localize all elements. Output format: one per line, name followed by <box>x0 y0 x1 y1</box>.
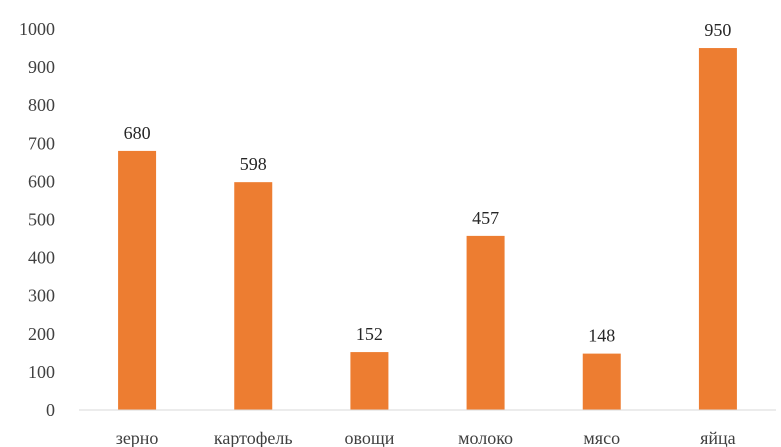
y-tick-label: 0 <box>46 400 55 420</box>
y-tick-label: 200 <box>28 324 55 344</box>
y-tick-label: 400 <box>28 248 55 268</box>
y-tick-label: 900 <box>28 57 55 77</box>
bar-1 <box>118 150 157 411</box>
data-label: 950 <box>704 20 731 40</box>
x-category-label: яйца <box>700 428 736 447</box>
data-label: 152 <box>356 324 383 344</box>
y-tick-label: 700 <box>28 133 55 153</box>
bar-5 <box>582 353 621 410</box>
bar-4 <box>466 235 505 410</box>
y-tick-label: 600 <box>28 171 55 191</box>
x-category-label: овощи <box>344 428 394 447</box>
y-tick-label: 800 <box>28 95 55 115</box>
x-axis: зерно картофель овощи молоко мясо яйца <box>116 428 736 447</box>
y-tick-label: 300 <box>28 286 55 306</box>
x-category-label: картофель <box>214 428 293 447</box>
x-category-label: зерно <box>116 428 159 447</box>
bars <box>118 48 737 411</box>
data-label: 598 <box>240 154 267 174</box>
y-tick-label: 500 <box>28 210 55 230</box>
bar-2 <box>234 182 273 410</box>
data-label: 680 <box>124 123 151 143</box>
x-category-label: мясо <box>583 428 620 447</box>
data-labels: 680 598 152 457 148 950 <box>124 20 732 346</box>
data-label: 148 <box>588 326 615 346</box>
bar-3 <box>350 352 389 410</box>
y-tick-label: 100 <box>28 362 55 382</box>
y-tick-label: 1000 <box>19 19 55 39</box>
data-label: 457 <box>472 208 499 228</box>
y-axis: 0 100 200 300 400 500 600 700 800 900 1000 <box>19 19 55 420</box>
x-category-label: молоко <box>458 428 513 447</box>
bar-6 <box>698 48 737 411</box>
